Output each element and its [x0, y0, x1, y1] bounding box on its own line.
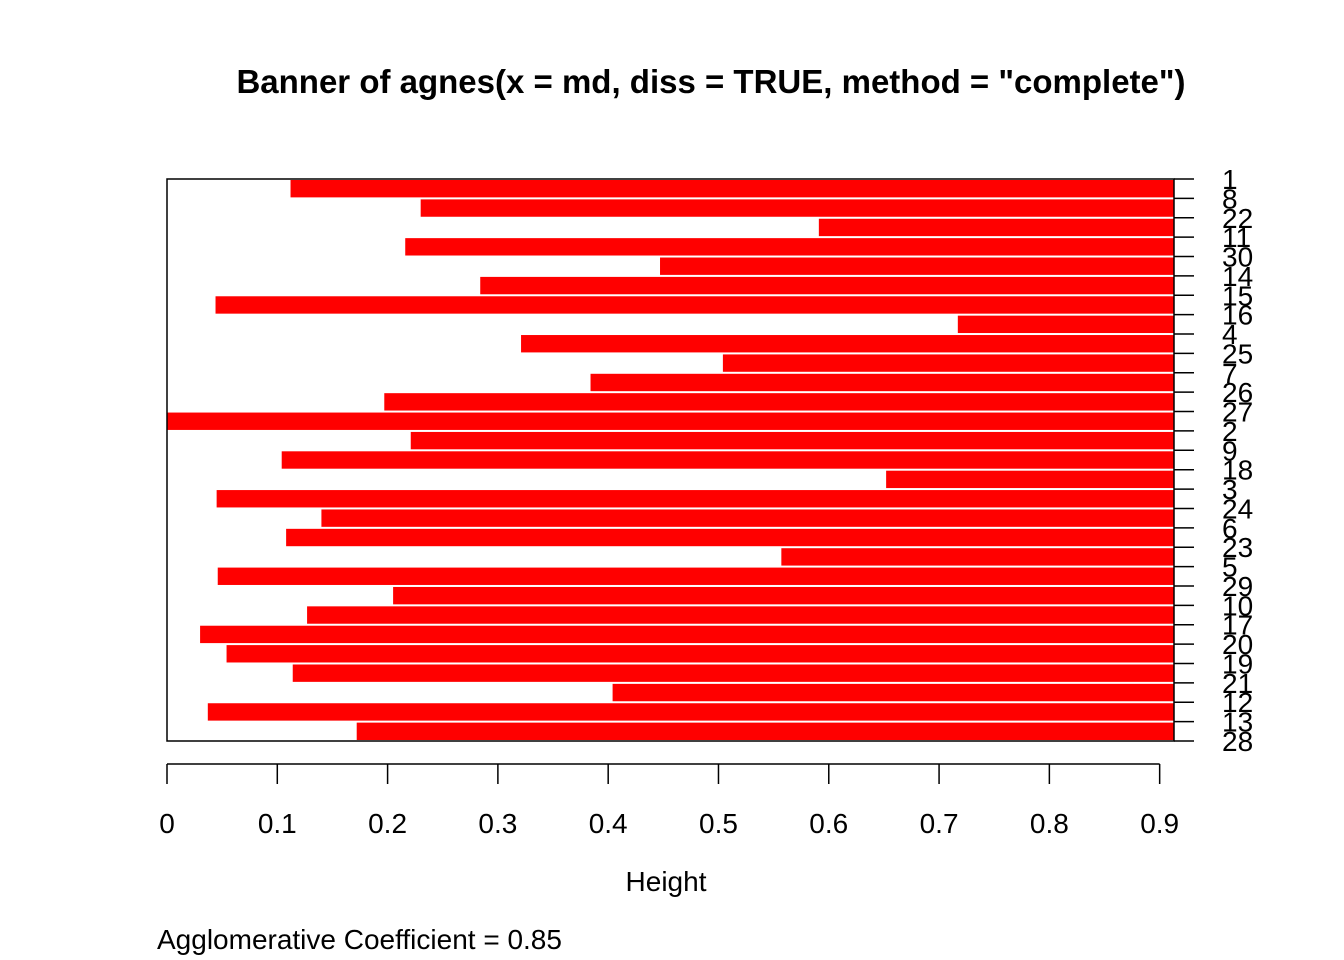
observation-label: 7	[1222, 358, 1238, 389]
observation-label: 18	[1222, 455, 1253, 486]
x-tick-label: 0.7	[920, 808, 959, 839]
bar-9-18	[281, 451, 1175, 469]
right-axis	[1174, 178, 1194, 742]
bar-21-12	[612, 683, 1174, 702]
observation-label: 2	[1222, 416, 1238, 447]
bar-2-9	[410, 431, 1175, 450]
agglomerative-coefficient: Agglomerative Coefficient = 0.85	[157, 924, 562, 955]
observation-label: 13	[1222, 707, 1253, 738]
observation-label: 22	[1222, 203, 1253, 234]
observation-label: 16	[1222, 300, 1253, 331]
observation-label: 26	[1222, 377, 1253, 408]
observation-label: 17	[1222, 610, 1253, 641]
observation-label: 1	[1222, 164, 1238, 195]
x-axis-title: Height	[626, 866, 707, 897]
observation-label: 21	[1222, 668, 1253, 699]
observation-label: 5	[1222, 552, 1238, 583]
observation-labels: 1822113014151642572627291832462352910172…	[1222, 164, 1253, 757]
x-tick-label: 0.9	[1140, 808, 1179, 839]
bar-12-13	[207, 703, 1174, 721]
bar-14-15	[480, 276, 1174, 295]
observation-label: 8	[1222, 183, 1238, 214]
x-tick-label: 0.3	[478, 808, 517, 839]
bar-13-28	[356, 722, 1175, 740]
bars-group	[167, 180, 1175, 740]
observation-label: 14	[1222, 261, 1253, 292]
bar-19-21	[292, 664, 1174, 682]
x-tick-label: 0.5	[699, 808, 738, 839]
observation-label: 27	[1222, 397, 1253, 428]
bar-26-27	[384, 393, 1174, 411]
observation-label: 3	[1222, 474, 1238, 505]
observation-label: 29	[1222, 571, 1253, 602]
bar-29-10	[393, 586, 1175, 605]
bar-5-29	[217, 567, 1175, 585]
observation-label: 15	[1222, 280, 1253, 311]
observation-label: 23	[1222, 532, 1253, 563]
bar-7-26	[590, 373, 1174, 392]
observation-label: 9	[1222, 435, 1238, 466]
observation-label: 6	[1222, 513, 1238, 544]
x-tick-label: 0.8	[1030, 808, 1069, 839]
bar-10-17	[307, 606, 1174, 624]
bar-3-24	[216, 490, 1175, 508]
chart-title: Banner of agnes(x = md, diss = TRUE, met…	[236, 63, 1185, 100]
plot-frame	[166, 178, 1175, 742]
x-tick-label: 0.1	[258, 808, 297, 839]
bar-11-30	[405, 238, 1174, 256]
observation-label: 12	[1222, 687, 1253, 718]
bar-6-23	[286, 528, 1174, 547]
x-tick-label: 0.2	[368, 808, 407, 839]
observation-label: 19	[1222, 648, 1253, 679]
observation-label: 4	[1222, 319, 1238, 350]
x-tick-label: 0.4	[589, 808, 628, 839]
bar-16-4	[957, 315, 1174, 334]
bar-22-11	[818, 218, 1174, 237]
observation-label: 24	[1222, 493, 1253, 524]
observation-label: 28	[1222, 726, 1253, 757]
bar-23-5	[781, 548, 1174, 566]
observation-label: 10	[1222, 590, 1253, 621]
bar-17-20	[200, 625, 1174, 644]
bar-15-16	[215, 296, 1174, 314]
bar-4-25	[521, 335, 1174, 353]
bar-25-7	[722, 354, 1174, 372]
x-tick-label: 0	[159, 808, 175, 839]
bar-20-19	[226, 645, 1174, 663]
x-axis: 0 0.1 0.2 0.3 0.4 0.5 0.6 0.7 0.8 0.9	[159, 763, 1179, 839]
observation-label: 25	[1222, 338, 1253, 369]
observation-label: 20	[1222, 629, 1253, 660]
x-tick-label: 0.6	[809, 808, 848, 839]
bar-30-14	[660, 257, 1174, 275]
bar-24-6	[321, 509, 1174, 527]
observation-label: 30	[1222, 242, 1253, 273]
bar-8-22	[420, 199, 1174, 217]
bar-27-2	[167, 412, 1174, 430]
bar-18-3	[886, 470, 1174, 489]
observation-label: 11	[1222, 222, 1251, 253]
bar-1-8	[290, 180, 1174, 198]
